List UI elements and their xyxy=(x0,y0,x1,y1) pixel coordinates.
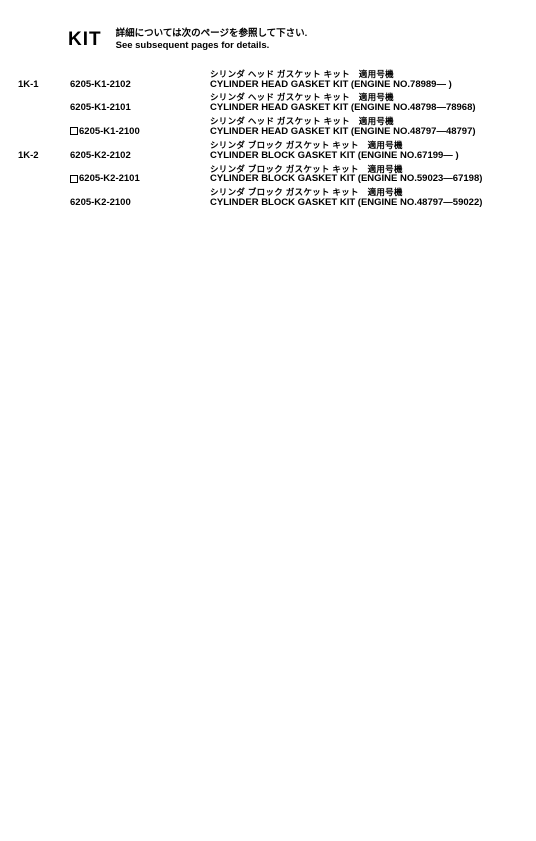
part-row: 1K-16205-K1-2102 シリンダ ヘッド ガスケット キット 適用号機C… xyxy=(18,70,528,91)
description-cell: シリンダ ブロック ガスケット キット 適用号機CYLINDER BLOCK G… xyxy=(210,165,528,186)
part-number-cell: 6205-K2-2100 xyxy=(70,198,210,209)
part-number-cell: 6205-K1-2100 xyxy=(70,127,210,138)
part-number-cell: 6205-K1-2102 xyxy=(70,80,210,91)
part-number-cell: 6205-K2-2102 xyxy=(70,151,210,162)
description-cell: シリンダ ヘッド ガスケット キット 適用号機CYLINDER HEAD GAS… xyxy=(210,70,528,91)
part-number: 6205-K1-2101 xyxy=(70,103,131,114)
part-number: 6205-K2-2100 xyxy=(70,198,131,209)
part-row: 6205-K1-2101 シリンダ ヘッド ガスケット キット 適用号機CYLIN… xyxy=(18,93,528,114)
part-number: 6205-K2-2101 xyxy=(79,174,140,185)
part-number-cell: 6205-K2-2101 xyxy=(70,174,210,185)
row-index: 1K-1 xyxy=(18,80,70,91)
part-number: 6205-K2-2102 xyxy=(70,151,131,162)
header-sub-en: See subsequent pages for details. xyxy=(116,40,308,52)
part-row: 1K-26205-K2-2102 シリンダ ブロック ガスケット キット 適用号機… xyxy=(18,141,528,162)
kit-label: KIT xyxy=(68,28,102,49)
parts-list: 1K-16205-K1-2102 シリンダ ヘッド ガスケット キット 適用号機C… xyxy=(18,70,528,209)
header-subtitle: 詳細については次のページを参照して下さい. See subsequent pag… xyxy=(116,28,308,52)
description-en: CYLINDER HEAD GASKET KIT (ENGINE NO.4879… xyxy=(210,103,528,114)
part-number: 6205-K1-2102 xyxy=(70,80,131,91)
part-number-cell: 6205-K1-2101 xyxy=(70,103,210,114)
description-cell: シリンダ ヘッド ガスケット キット 適用号機CYLINDER HEAD GAS… xyxy=(210,93,528,114)
part-row: 6205-K2-2101 シリンダ ブロック ガスケット キット 適用号機CYLI… xyxy=(18,165,528,186)
description-en: CYLINDER BLOCK GASKET KIT (ENGINE NO.487… xyxy=(210,198,528,209)
part-row: 6205-K1-2100 シリンダ ヘッド ガスケット キット 適用号機CYLIN… xyxy=(18,117,528,138)
description-en: CYLINDER HEAD GASKET KIT (ENGINE NO.7898… xyxy=(210,80,528,91)
page: KIT 詳細については次のページを参照して下さい. See subsequent… xyxy=(0,0,536,209)
description-cell: シリンダ ブロック ガスケット キット 適用号機CYLINDER BLOCK G… xyxy=(210,141,528,162)
part-row: 6205-K2-2100 シリンダ ブロック ガスケット キット 適用号機CYLI… xyxy=(18,188,528,209)
description-en: CYLINDER BLOCK GASKET KIT (ENGINE NO.590… xyxy=(210,174,528,185)
header-sub-jp: 詳細については次のページを参照して下さい. xyxy=(116,28,308,40)
description-en: CYLINDER HEAD GASKET KIT (ENGINE NO.4879… xyxy=(210,127,528,138)
description-cell: シリンダ ヘッド ガスケット キット 適用号機CYLINDER HEAD GAS… xyxy=(210,117,528,138)
part-number: 6205-K1-2100 xyxy=(79,127,140,138)
checkbox-icon xyxy=(70,127,78,135)
description-cell: シリンダ ブロック ガスケット キット 適用号機CYLINDER BLOCK G… xyxy=(210,188,528,209)
checkbox-icon xyxy=(70,175,78,183)
row-index: 1K-2 xyxy=(18,151,70,162)
header: KIT 詳細については次のページを参照して下さい. See subsequent… xyxy=(68,28,528,52)
description-en: CYLINDER BLOCK GASKET KIT (ENGINE NO.671… xyxy=(210,151,528,162)
